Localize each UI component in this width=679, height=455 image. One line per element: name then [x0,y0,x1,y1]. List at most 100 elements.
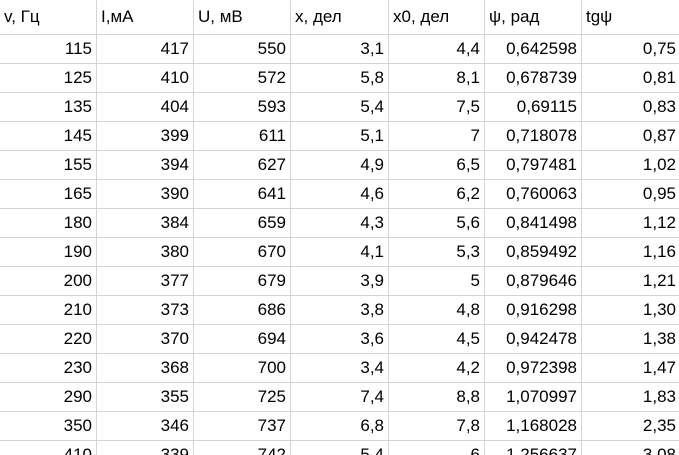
table-cell-col-current[interactable]: 373 [96,295,194,325]
table-cell-col-x0[interactable]: 8,8 [388,382,485,412]
table-cell-col-x0[interactable]: 6,2 [388,179,485,209]
table-cell-col-voltage[interactable]: 611 [193,121,291,151]
table-cell-col-current[interactable]: 384 [96,208,194,238]
table-cell-col-voltage[interactable]: 550 [193,34,291,64]
table-cell-col-current[interactable]: 390 [96,179,194,209]
table-cell-col-current[interactable]: 394 [96,150,194,180]
table-cell-col-tg-psi[interactable]: 1,12 [581,208,679,238]
table-cell-col-x0[interactable]: 5 [388,266,485,296]
table-cell-col-x0[interactable]: 8,1 [388,63,485,93]
table-cell-col-voltage[interactable]: 659 [193,208,291,238]
table-cell-col-tg-psi[interactable]: 1,47 [581,353,679,383]
table-cell-col-psi[interactable]: 0,942478 [484,324,582,354]
table-cell-col-voltage[interactable]: 700 [193,353,291,383]
table-cell-col-tg-psi[interactable]: 2,35 [581,411,679,441]
table-cell-col-x0[interactable]: 4,8 [388,295,485,325]
table-cell-col-tg-psi[interactable]: 1,16 [581,237,679,267]
table-cell-col-frequency[interactable]: 180 [0,208,97,238]
table-cell-col-psi[interactable]: 1,070997 [484,382,582,412]
table-cell-col-frequency[interactable]: 290 [0,382,97,412]
table-cell-col-voltage[interactable]: 686 [193,295,291,325]
table-cell-col-tg-psi[interactable]: 0,83 [581,92,679,122]
table-cell-col-x0[interactable]: 5,3 [388,237,485,267]
table-cell-col-psi[interactable]: 0,916298 [484,295,582,325]
table-cell-col-x[interactable]: 3,8 [290,295,389,325]
table-cell-col-psi[interactable]: 0,642598 [484,34,582,64]
table-cell-col-voltage[interactable]: 627 [193,150,291,180]
table-cell-col-frequency[interactable]: 155 [0,150,97,180]
table-cell-col-x[interactable]: 5,1 [290,121,389,151]
table-cell-col-voltage[interactable]: 694 [193,324,291,354]
header-cell-col-x[interactable]: x, дел [290,0,389,35]
table-cell-col-x0[interactable]: 7 [388,121,485,151]
table-cell-col-current[interactable]: 380 [96,237,194,267]
table-cell-col-current[interactable]: 410 [96,63,194,93]
table-cell-col-x[interactable]: 7,4 [290,382,389,412]
table-cell-col-tg-psi[interactable]: 1,21 [581,266,679,296]
table-cell-col-x[interactable]: 4,6 [290,179,389,209]
table-cell-col-current[interactable]: 346 [96,411,194,441]
table-cell-col-psi[interactable]: 0,879646 [484,266,582,296]
table-cell-col-x[interactable]: 4,9 [290,150,389,180]
header-cell-col-psi[interactable]: ψ, рад [484,0,582,35]
table-cell-col-frequency[interactable]: 135 [0,92,97,122]
table-cell-col-psi[interactable]: 0,841498 [484,208,582,238]
table-cell-col-x[interactable]: 5,4 [290,92,389,122]
table-cell-col-x[interactable]: 3,6 [290,324,389,354]
table-cell-col-tg-psi[interactable]: 0,95 [581,179,679,209]
table-cell-col-tg-psi[interactable]: 1,02 [581,150,679,180]
table-cell-col-x[interactable]: 4,1 [290,237,389,267]
table-cell-col-frequency[interactable]: 350 [0,411,97,441]
table-cell-col-psi[interactable]: 0,678739 [484,63,582,93]
table-cell-col-current[interactable]: 339 [96,440,194,455]
table-cell-col-tg-psi[interactable]: 0,75 [581,34,679,64]
table-cell-col-voltage[interactable]: 737 [193,411,291,441]
table-cell-col-psi[interactable]: 0,972398 [484,353,582,383]
table-cell-col-voltage[interactable]: 641 [193,179,291,209]
table-cell-col-current[interactable]: 417 [96,34,194,64]
table-cell-col-current[interactable]: 368 [96,353,194,383]
header-cell-col-current[interactable]: I,мА [96,0,194,35]
table-cell-col-current[interactable]: 355 [96,382,194,412]
table-cell-col-voltage[interactable]: 572 [193,63,291,93]
table-cell-col-voltage[interactable]: 593 [193,92,291,122]
table-cell-col-psi[interactable]: 0,859492 [484,237,582,267]
table-cell-col-x[interactable]: 5,8 [290,63,389,93]
table-cell-col-x0[interactable]: 6 [388,440,485,455]
table-cell-col-frequency[interactable]: 410 [0,440,97,455]
header-cell-col-voltage[interactable]: U, мВ [193,0,291,35]
table-cell-col-voltage[interactable]: 670 [193,237,291,267]
header-cell-col-x0[interactable]: x0, дел [388,0,485,35]
table-cell-col-x0[interactable]: 4,5 [388,324,485,354]
table-cell-col-x[interactable]: 3,9 [290,266,389,296]
header-cell-col-frequency[interactable]: v, Гц [0,0,97,35]
table-cell-col-tg-psi[interactable]: 1,83 [581,382,679,412]
table-cell-col-x0[interactable]: 7,5 [388,92,485,122]
table-cell-col-frequency[interactable]: 145 [0,121,97,151]
table-cell-col-current[interactable]: 370 [96,324,194,354]
table-cell-col-x[interactable]: 3,1 [290,34,389,64]
table-cell-col-current[interactable]: 399 [96,121,194,151]
table-cell-col-psi[interactable]: 0,69115 [484,92,582,122]
table-cell-col-voltage[interactable]: 679 [193,266,291,296]
table-cell-col-tg-psi[interactable]: 0,81 [581,63,679,93]
table-cell-col-tg-psi[interactable]: 0,87 [581,121,679,151]
table-cell-col-tg-psi[interactable]: 1,38 [581,324,679,354]
table-cell-col-x[interactable]: 6,8 [290,411,389,441]
table-cell-col-x[interactable]: 5,4 [290,440,389,455]
table-cell-col-x[interactable]: 3,4 [290,353,389,383]
table-cell-col-frequency[interactable]: 200 [0,266,97,296]
table-cell-col-frequency[interactable]: 220 [0,324,97,354]
table-cell-col-psi[interactable]: 1,256637 [484,440,582,455]
table-cell-col-psi[interactable]: 0,718078 [484,121,582,151]
table-cell-col-voltage[interactable]: 725 [193,382,291,412]
table-cell-col-frequency[interactable]: 230 [0,353,97,383]
table-cell-col-psi[interactable]: 0,797481 [484,150,582,180]
header-cell-col-tg-psi[interactable]: tgψ [581,0,679,35]
table-cell-col-x0[interactable]: 4,4 [388,34,485,64]
table-cell-col-frequency[interactable]: 125 [0,63,97,93]
table-cell-col-frequency[interactable]: 190 [0,237,97,267]
table-cell-col-x0[interactable]: 4,2 [388,353,485,383]
table-cell-col-psi[interactable]: 0,760063 [484,179,582,209]
table-cell-col-x0[interactable]: 5,6 [388,208,485,238]
